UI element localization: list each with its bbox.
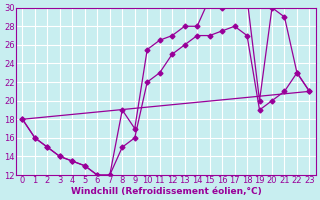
X-axis label: Windchill (Refroidissement éolien,°C): Windchill (Refroidissement éolien,°C) <box>70 187 261 196</box>
